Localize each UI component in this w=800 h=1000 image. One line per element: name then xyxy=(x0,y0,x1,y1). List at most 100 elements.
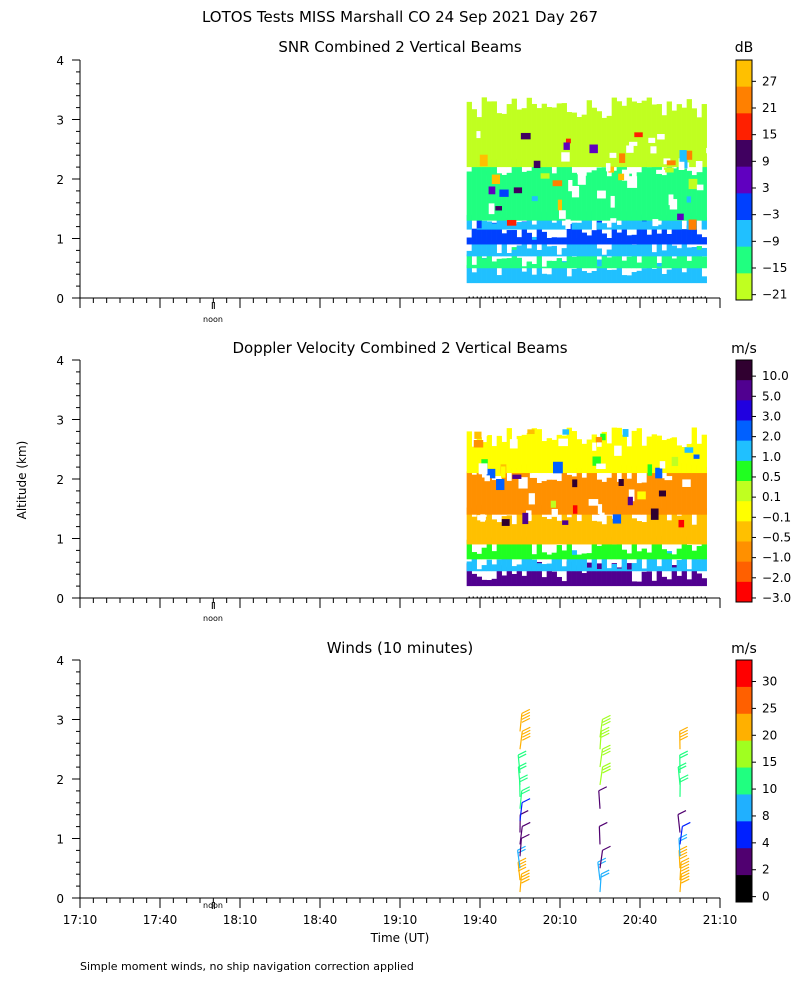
heatmap-cell xyxy=(616,241,622,257)
heatmap-cell xyxy=(616,252,622,269)
heatmap-speck xyxy=(679,150,687,162)
heatmap-cell xyxy=(481,225,487,245)
heatmap-cell xyxy=(571,554,577,560)
heatmap-cell xyxy=(526,566,532,587)
colorbar-segment xyxy=(736,273,752,301)
heatmap-cell xyxy=(686,260,692,269)
baseline-dot xyxy=(612,596,614,598)
heatmap-speck xyxy=(476,131,481,139)
baseline-dot xyxy=(692,296,694,298)
heatmap-cell xyxy=(536,227,542,245)
heatmap-cell xyxy=(596,111,602,168)
heatmap-cell xyxy=(601,524,607,545)
heatmap-cell xyxy=(491,446,497,474)
heatmap-cell xyxy=(496,223,502,245)
heatmap-cell xyxy=(661,549,667,560)
heatmap-cell xyxy=(676,548,682,560)
heatmap-cell xyxy=(521,238,527,257)
baseline-dot xyxy=(560,296,562,298)
heatmap-cell xyxy=(701,508,707,545)
colorbar-segment xyxy=(736,481,752,502)
colorbar-segment xyxy=(736,875,752,903)
x-tick-label: 18:10 xyxy=(223,913,258,927)
heatmap-cell xyxy=(471,264,477,269)
heatmap-cell xyxy=(521,266,527,269)
heatmap-cell xyxy=(696,117,702,168)
baseline-dot xyxy=(560,596,562,598)
heatmap-cell xyxy=(616,261,622,284)
heatmap-cell xyxy=(701,217,707,230)
heatmap-cell xyxy=(611,97,617,168)
heatmap-cell xyxy=(581,175,587,221)
heatmap-cell xyxy=(601,260,607,284)
wind-barb-flag xyxy=(602,747,611,753)
baseline-dot xyxy=(504,296,506,298)
heatmap-cell xyxy=(646,240,652,257)
heatmap-speck xyxy=(491,174,501,185)
heatmap-cell xyxy=(591,471,597,515)
heatmap-cell xyxy=(671,229,677,245)
heatmap-cell xyxy=(606,537,612,560)
heatmap-speck xyxy=(648,137,656,143)
wind-barb-flag xyxy=(602,765,611,771)
heatmap-cell xyxy=(561,248,567,257)
heatmap-cell xyxy=(651,553,657,572)
heatmap-cell xyxy=(566,557,572,572)
heatmap-cell xyxy=(526,97,532,168)
baseline-dot xyxy=(480,296,482,298)
heatmap-cell xyxy=(496,258,502,269)
baseline-dot xyxy=(704,296,706,298)
heatmap-cell xyxy=(561,103,567,168)
heatmap-cell xyxy=(681,252,687,269)
heatmap-cell xyxy=(521,171,527,221)
heatmap-cell xyxy=(641,268,647,284)
heatmap-cell xyxy=(611,518,617,545)
heatmap-cell xyxy=(646,234,652,245)
heatmap-cell xyxy=(666,520,672,545)
heatmap-cell xyxy=(476,240,482,257)
heatmap-cell xyxy=(466,215,472,230)
heatmap-cell xyxy=(571,566,577,587)
heatmap-cell xyxy=(691,250,697,269)
heatmap-speck xyxy=(610,195,615,208)
colorbar-tick-label: −0.1 xyxy=(762,510,791,524)
colorbar-frame xyxy=(735,659,753,903)
heatmap-cell xyxy=(676,248,682,257)
wind-barb-flag xyxy=(602,717,611,723)
heatmap-cell xyxy=(511,524,517,545)
wind-barb-flag xyxy=(517,848,526,854)
heatmap-cell xyxy=(566,539,572,560)
y-tick-label: 4 xyxy=(56,654,64,668)
doppler-colorbar: 10.0 5.0 3.0 2.0 1.0 0.5 0.1 −0.1 −0.5 −1.0 −2.0 −3… xyxy=(735,359,791,605)
heatmap-speck xyxy=(533,160,541,169)
heatmap-cell xyxy=(556,481,562,515)
wind-barb-flag xyxy=(681,869,690,875)
heatmap-cell xyxy=(666,218,672,230)
heatmap-cell xyxy=(641,571,647,587)
wind-barb-flag xyxy=(521,833,530,839)
heatmap-cell xyxy=(506,480,512,515)
heatmap-cell xyxy=(646,509,652,545)
heatmap-cell xyxy=(511,247,517,269)
heatmap-cell xyxy=(516,109,522,168)
heatmap-cell xyxy=(701,237,707,245)
heatmap-speck xyxy=(501,519,510,526)
heatmap-cell xyxy=(646,167,652,221)
heatmap-cell xyxy=(581,249,587,269)
baseline-dot xyxy=(596,296,598,298)
heatmap-cell xyxy=(551,107,557,168)
heatmap-cell xyxy=(641,522,647,545)
heatmap-cell xyxy=(511,230,517,245)
x-axis-label: Time (UT) xyxy=(370,931,430,945)
baseline-dot xyxy=(528,596,530,598)
colorbar-tick-label: −0.5 xyxy=(762,530,791,544)
heatmap-cell xyxy=(671,511,677,545)
heatmap-cell xyxy=(601,117,607,168)
heatmap-speck xyxy=(496,478,505,491)
baseline-dot xyxy=(672,296,674,298)
heatmap-cell xyxy=(596,479,602,515)
heatmap-speck xyxy=(686,196,692,203)
heatmap-cell xyxy=(496,482,502,515)
wind-barb-staff xyxy=(599,850,604,869)
heatmap-cell xyxy=(551,439,557,474)
